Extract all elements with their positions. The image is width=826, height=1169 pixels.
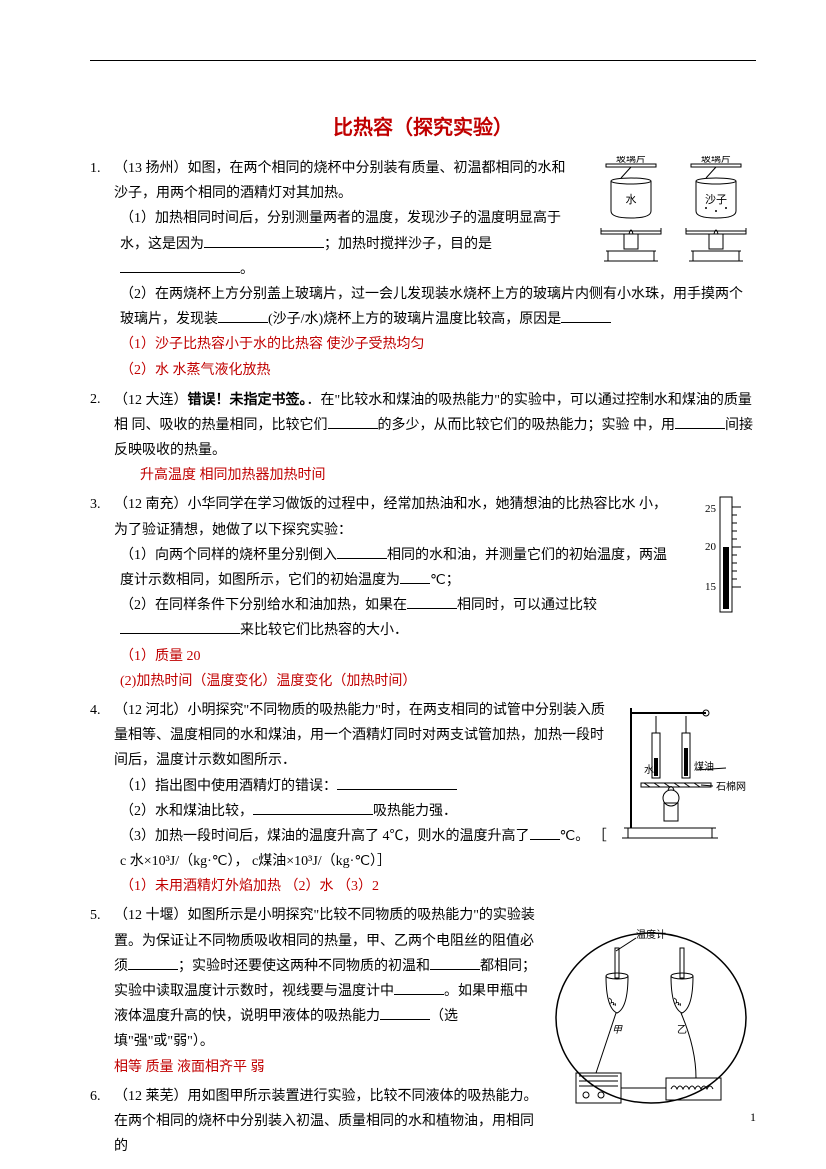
q3-p2b: 相同时，可以通过比较: [457, 598, 597, 613]
blank: [204, 232, 324, 248]
q-src: （12 莱芜）: [114, 1089, 188, 1104]
q-num: 6.: [90, 1084, 101, 1109]
blank: [430, 954, 480, 970]
blank: [407, 593, 457, 609]
q-src: （12 南充）: [114, 497, 188, 512]
q-num: 3.: [90, 492, 101, 517]
blank: [394, 979, 444, 995]
blank: [337, 543, 387, 559]
q-src: （12 河北）: [114, 703, 188, 718]
header-rule: [90, 60, 756, 61]
q4-ans: （1）未用酒精灯外焰加热 （2）水 （3）2: [114, 874, 756, 899]
q4-p2a: （2）水和煤油比较，: [120, 804, 253, 819]
question-4: 水 煤油 石棉网 4. （12 河北）小明探究"不同物质的吸热能力"时，在两支相…: [90, 698, 756, 900]
page-title: 比热容（探究实验）: [90, 110, 756, 146]
q3-ans1: （1）质量 20: [114, 644, 756, 669]
q3-p2c: 来比较它们比热容的大小．: [240, 623, 408, 638]
q3-stem: 小华同学在学习做饭的过程中，经常加热油和水，她猜想油的比热容比水 小，为了验证猜…: [114, 497, 667, 537]
q-num: 1.: [90, 156, 101, 181]
q1-p1b: ；加热时搅拌沙子，目的是: [324, 237, 492, 252]
blank: [128, 954, 178, 970]
q5-ans: 相等 质量 液面相齐平 弱: [114, 1055, 756, 1080]
question-3: 25 20 15 3. （12 南充）小华同学在学习做饭的过程中，经常加热油和水…: [90, 492, 756, 694]
q-src: （12 大连）: [114, 393, 188, 408]
q1-ans2: （2）水 水蒸气液化放热: [114, 358, 756, 383]
q1-p1c: 。: [240, 262, 254, 277]
q4-stem: 小明探究"不同物质的吸热能力"时，在两支相同的试管中分别装入质量相等、温度相同的…: [114, 703, 605, 768]
q2-ans: 升高温度 相同加热器加热时间: [90, 463, 756, 488]
q-num: 4.: [90, 698, 101, 723]
page-number: 1: [750, 1107, 756, 1129]
blank: [337, 774, 457, 790]
question-2: 2. （12 大连）错误！未指定书签。．在"比较水和煤油的吸热能力"的实验中，可…: [90, 387, 756, 489]
blank: [120, 618, 240, 634]
q3-p2a: （2）在同样条件下分别给水和油加热，如果在: [120, 598, 407, 613]
q5-s2: ；实验时还要使这两种不同物质的初温和: [178, 959, 430, 974]
question-6: 6. （12 莱芜）用如图甲所示装置进行实验，比较不同液体的吸热能力。在两个相同…: [90, 1084, 756, 1160]
q-num: 5.: [90, 903, 101, 928]
question-1: 玻璃片 水 玻璃片 沙子: [90, 156, 756, 383]
q3-p1a: （1）向两个同样的烧杯里分别倒入: [120, 548, 337, 563]
q4-p2b: 吸热能力强．: [373, 804, 457, 819]
blank: [561, 307, 611, 323]
blank: [253, 799, 373, 815]
q4-p3a: （3）加热一段时间后，煤油的温度升高了 4℃，则水的温度升高了: [120, 829, 530, 844]
blank: [218, 307, 268, 323]
blank: [380, 1004, 430, 1020]
blank: [530, 824, 560, 840]
q-src: （12 十堰）: [114, 908, 188, 923]
question-5: 温度计 甲 乙: [90, 903, 756, 1079]
q4-p1: （1）指出图中使用酒精灯的错误：: [120, 779, 337, 794]
q2-s2: 的多少，从而比较它们的吸热能力；实验 中，用: [378, 418, 676, 433]
q3-p1c: ℃；: [430, 573, 460, 588]
q-num: 2.: [90, 387, 101, 412]
blank: [120, 257, 240, 273]
blank: [328, 413, 378, 429]
error-text: 错误！未指定书签。: [188, 391, 307, 407]
q1-ans1: （1）沙子比热容小于水的比热容 使沙子受热均匀: [114, 332, 756, 357]
q-src: （13 扬州）: [114, 161, 188, 176]
q3-ans2: (2)加热时间（温度变化）温度变化（加热时间）: [114, 669, 756, 694]
blank: [400, 568, 430, 584]
blank: [675, 413, 725, 429]
q1-p2b: (沙子/水)烧杯上方的玻璃片温度比较高，原因是: [268, 312, 561, 327]
